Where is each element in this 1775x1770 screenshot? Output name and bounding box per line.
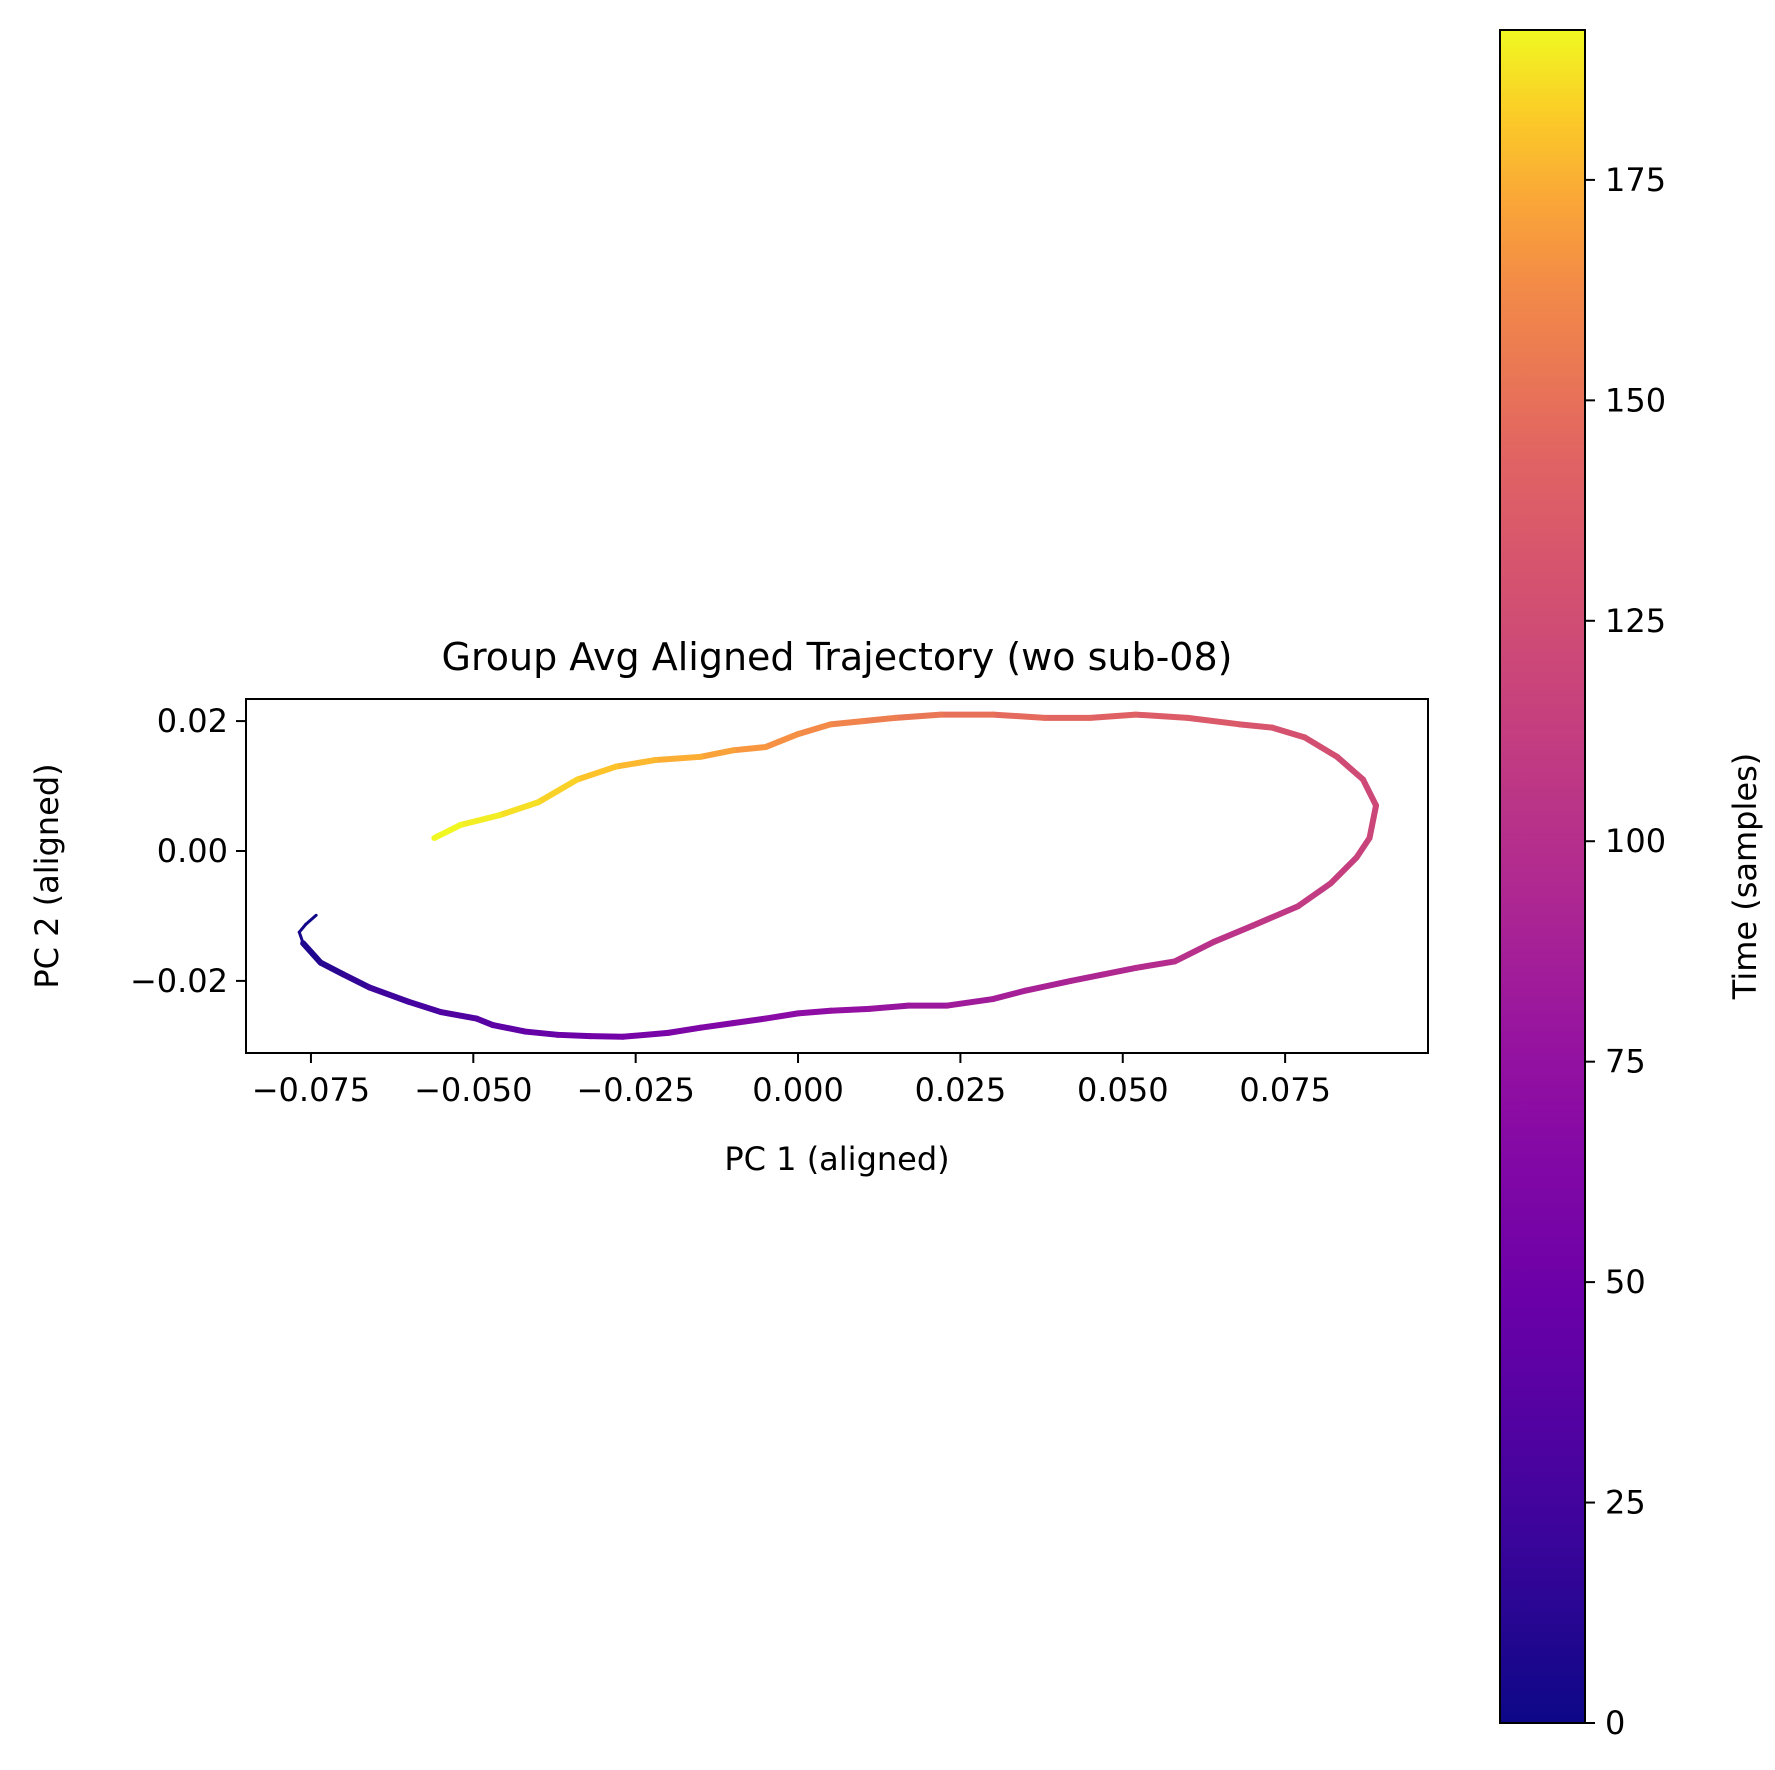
trajectory-segment — [795, 1007, 834, 1017]
trajectory-segment — [496, 799, 542, 819]
trajectory-segment — [1100, 964, 1139, 978]
trajectory-segment — [652, 753, 704, 764]
colorbar-tick-label: 150 — [1605, 381, 1666, 419]
trajectory-segment — [1184, 714, 1243, 728]
x-tick-label: −0.075 — [252, 1071, 370, 1109]
trajectory-segment — [1301, 734, 1341, 760]
trajectory-segment — [892, 711, 944, 721]
colorbar-label: Time (samples) — [1726, 753, 1764, 1000]
trajectory-segment — [619, 1029, 672, 1040]
trajectory-segment — [574, 763, 620, 783]
trajectory-segment — [730, 1015, 769, 1027]
x-axis-ticks: −0.075 −0.050 −0.025 0.000 0.025 0.050 0.075 — [252, 1053, 1331, 1109]
trajectory-segment — [489, 1022, 529, 1035]
colorbar-tick-label: 75 — [1605, 1043, 1646, 1081]
trajectory-segment — [1334, 753, 1367, 783]
colorbar-tick-label: 175 — [1605, 161, 1666, 199]
trajectory-segment — [1353, 835, 1373, 861]
trajectory-segment — [317, 959, 347, 978]
trajectory-segment — [762, 731, 802, 751]
trajectory-segment — [1067, 971, 1107, 984]
trajectory-segment — [827, 718, 866, 728]
trajectory-segment — [340, 971, 373, 991]
x-tick-label: 0.075 — [1239, 1071, 1331, 1109]
plot-area — [245, 698, 1429, 1054]
trajectory-segment — [730, 744, 769, 754]
trajectory-segment — [1132, 958, 1178, 971]
trajectory-segment — [762, 1010, 802, 1022]
colorbar-tick-label: 25 — [1605, 1484, 1646, 1522]
x-tick-label: −0.025 — [576, 1071, 694, 1109]
x-tick-label: 0.000 — [752, 1071, 844, 1109]
colorbar-tick-label: 0 — [1605, 1704, 1625, 1742]
trajectory-segment — [457, 812, 503, 829]
trajectory-segment — [431, 822, 464, 842]
colorbar-gradient — [1500, 30, 1585, 1723]
trajectory-segment — [297, 922, 308, 934]
trajectory-segment — [1327, 854, 1360, 887]
chart-title: Group Avg Aligned Trajectory (wo sub-08) — [442, 635, 1233, 679]
trajectory-segment — [522, 1028, 561, 1038]
x-tick-label: −0.050 — [414, 1071, 532, 1109]
trajectory-segment — [535, 776, 581, 806]
trajectory-segment — [665, 1024, 704, 1036]
colorbar-frame — [1499, 29, 1586, 1724]
trajectory-segment — [1295, 880, 1334, 910]
x-tick-label: 0.025 — [915, 1071, 1007, 1109]
trajectory-segment — [613, 757, 659, 770]
trajectory-segment — [587, 1033, 626, 1040]
trajectory-segment — [304, 913, 318, 926]
trajectory-segment — [1022, 977, 1074, 994]
trajectory-segment — [1236, 721, 1276, 731]
colorbar-ticks: 0 25 50 75 100 125 150 175 — [1585, 161, 1666, 1742]
trajectory-segment — [989, 987, 1029, 1003]
colorbar-tick-label: 125 — [1605, 602, 1666, 640]
colorbar-tick-label: 100 — [1605, 822, 1666, 860]
trajectory-segment — [405, 998, 444, 1016]
x-tick-label: 0.050 — [1077, 1071, 1169, 1109]
trajectory-segment — [944, 996, 996, 1009]
y-tick-label: 0.00 — [157, 832, 228, 870]
trajectory-segment — [1210, 922, 1256, 945]
trajectory-segment — [1171, 938, 1217, 965]
trajectory-segment — [1366, 802, 1380, 842]
trajectory-segment — [366, 984, 412, 1005]
trajectory-segment — [697, 1020, 737, 1031]
y-axis-label: PC 2 (aligned) — [28, 763, 66, 988]
y-axis-ticks: 0.02 0.00 −0.02 — [130, 702, 246, 1000]
y-tick-label: 0.02 — [157, 702, 228, 740]
trajectory-segment — [1269, 724, 1308, 741]
trajectory-segment — [989, 711, 1048, 721]
trajectory-segment — [697, 747, 737, 760]
trajectory-segment — [866, 1002, 912, 1012]
trajectory-segment — [1360, 776, 1380, 809]
trajectory-segment — [827, 1005, 873, 1014]
trajectory-segment — [300, 940, 324, 966]
trajectory-segment — [859, 714, 899, 725]
plot-frame — [245, 698, 1429, 1054]
trajectory-segment — [1132, 711, 1191, 721]
colorbar: 0 25 50 75 100 125 150 175 — [1499, 29, 1666, 1742]
x-axis-label: PC 1 (aligned) — [724, 1140, 949, 1178]
y-tick-label: −0.02 — [130, 962, 228, 1000]
colorbar-tick-label: 50 — [1605, 1263, 1646, 1301]
trajectory-line — [297, 711, 1380, 1040]
trajectory-segment — [554, 1031, 594, 1040]
trajectory-segment — [437, 1009, 480, 1022]
trajectory-segment — [1249, 903, 1302, 929]
trajectory-segment — [1087, 711, 1139, 721]
trajectory-segment — [795, 721, 834, 738]
